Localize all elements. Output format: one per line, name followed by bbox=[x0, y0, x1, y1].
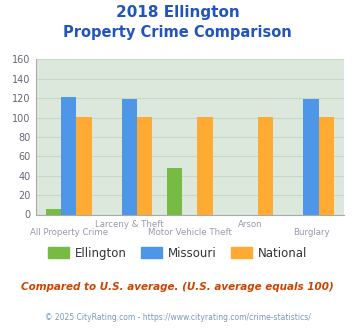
Text: 2018 Ellington: 2018 Ellington bbox=[116, 5, 239, 20]
Bar bbox=[61, 97, 76, 214]
Text: All Property Crime: All Property Crime bbox=[30, 228, 108, 237]
Text: Burglary: Burglary bbox=[293, 228, 329, 237]
Legend: Ellington, Missouri, National: Ellington, Missouri, National bbox=[43, 242, 312, 264]
Bar bbox=[167, 168, 182, 214]
Bar bbox=[258, 116, 273, 214]
Bar bbox=[76, 116, 92, 214]
Text: Compared to U.S. average. (U.S. average equals 100): Compared to U.S. average. (U.S. average … bbox=[21, 282, 334, 292]
Bar bbox=[122, 99, 137, 214]
Bar bbox=[319, 116, 334, 214]
Text: Arson: Arson bbox=[238, 220, 263, 229]
Text: © 2025 CityRating.com - https://www.cityrating.com/crime-statistics/: © 2025 CityRating.com - https://www.city… bbox=[45, 313, 310, 322]
Bar bbox=[304, 99, 319, 214]
Bar bbox=[137, 116, 152, 214]
Bar bbox=[46, 209, 61, 214]
Text: Larceny & Theft: Larceny & Theft bbox=[95, 220, 164, 229]
Bar bbox=[197, 116, 213, 214]
Text: Motor Vehicle Theft: Motor Vehicle Theft bbox=[148, 228, 232, 237]
Text: Property Crime Comparison: Property Crime Comparison bbox=[63, 25, 292, 40]
